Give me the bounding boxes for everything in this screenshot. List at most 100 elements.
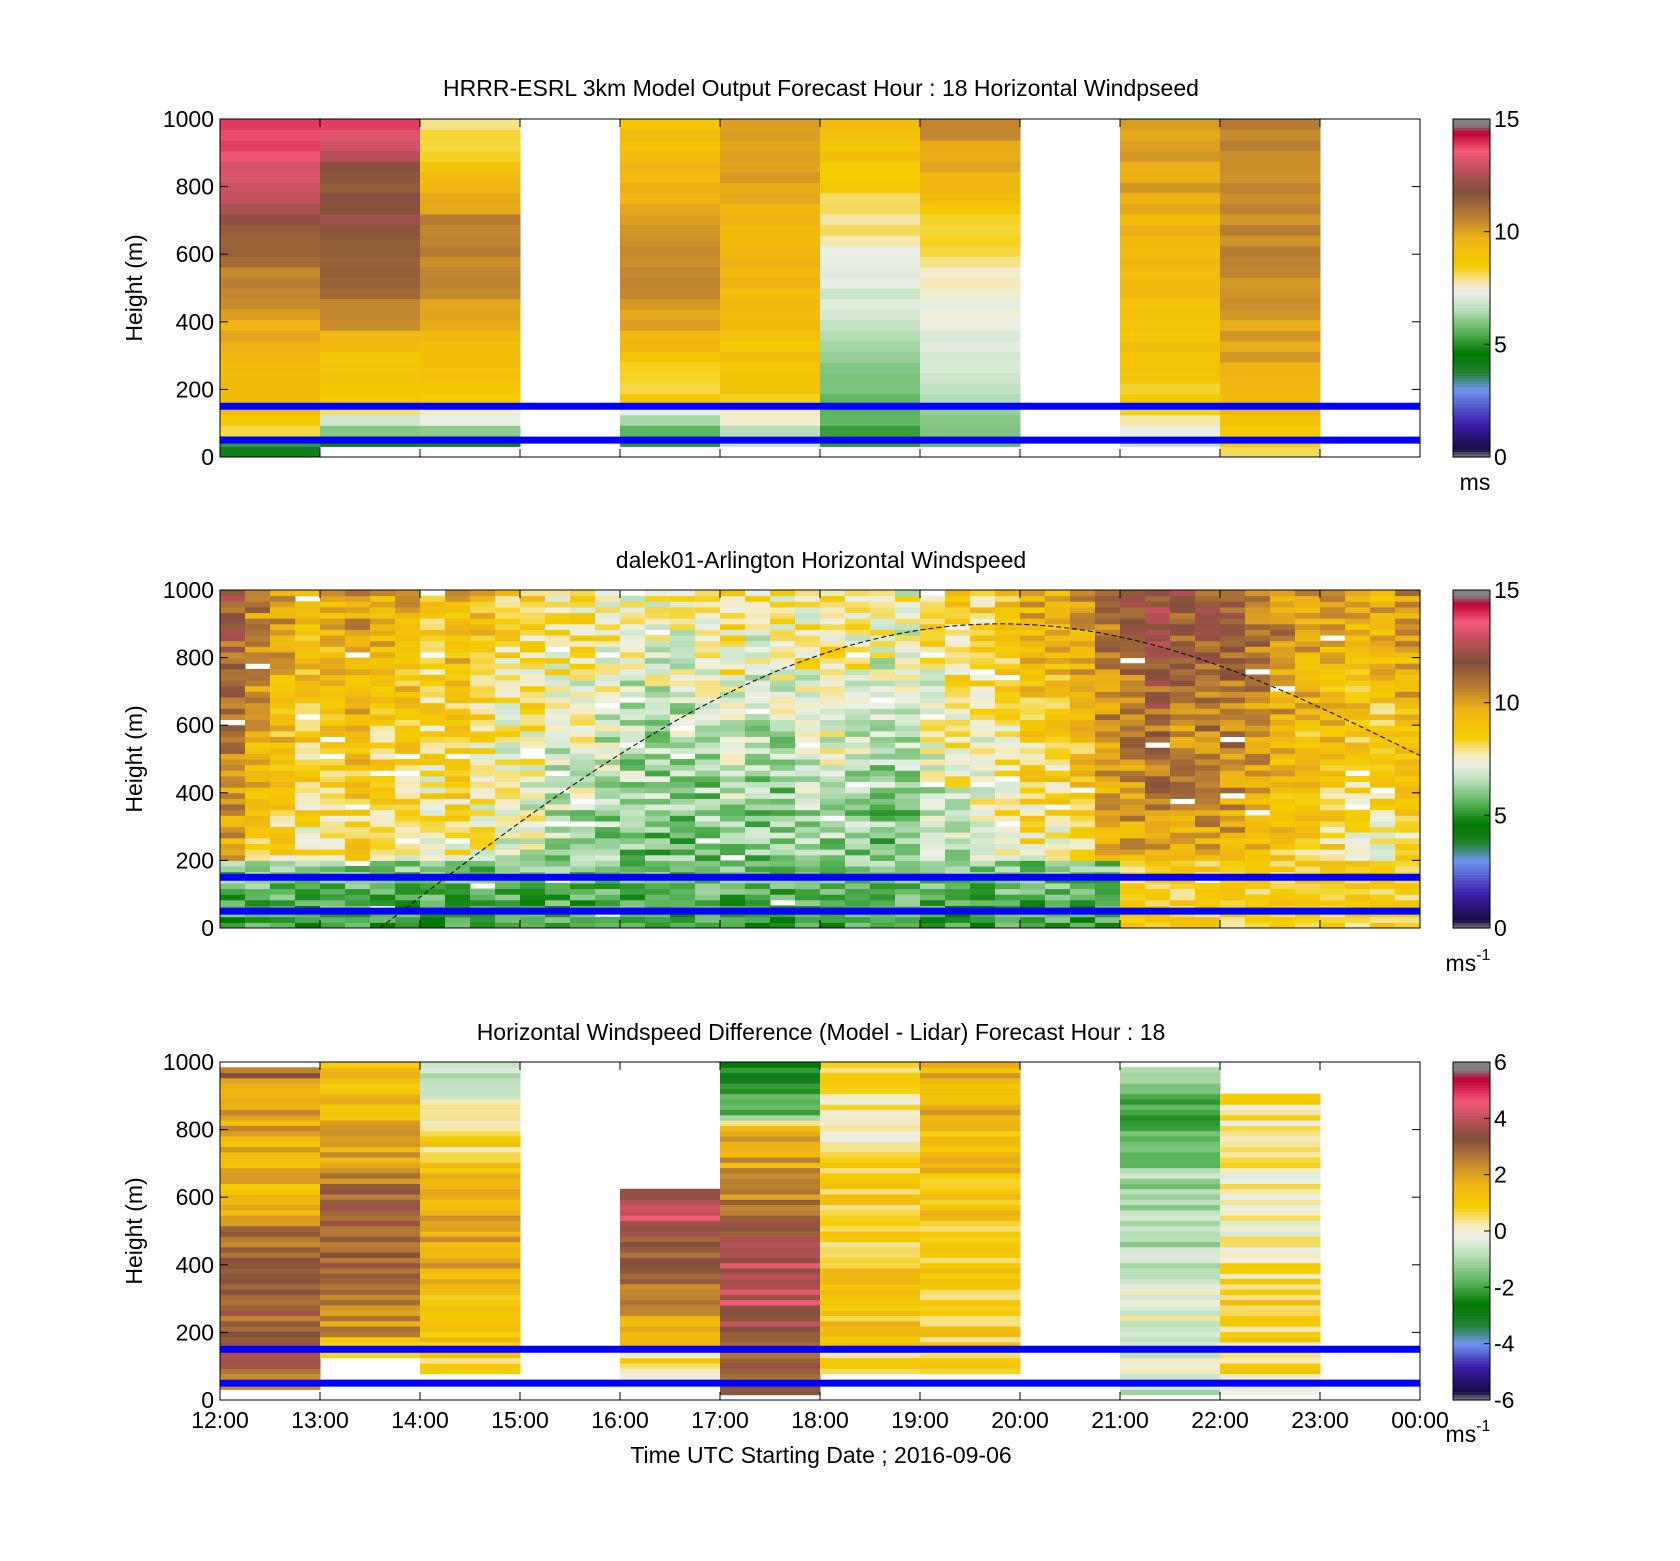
heatmap-cell	[220, 1336, 321, 1343]
heatmap-cell	[370, 775, 396, 783]
heatmap-cell	[720, 713, 746, 721]
heatmap-cell	[1120, 804, 1146, 811]
heatmap-cell	[1320, 888, 1346, 895]
heatmap-cell	[1120, 770, 1146, 777]
heatmap-cell	[445, 916, 471, 923]
heatmap-cell	[570, 854, 596, 861]
heatmap-cell	[1070, 792, 1096, 799]
heatmap-cell	[820, 719, 846, 726]
heatmap-cell	[1345, 697, 1371, 704]
heatmap-cell	[1120, 1246, 1221, 1253]
heatmap-cell	[970, 792, 996, 799]
heatmap-cell	[1070, 888, 1096, 895]
heatmap-cell	[970, 866, 996, 873]
heatmap-cell	[1370, 843, 1396, 850]
colorbar-swatch	[1453, 1250, 1490, 1255]
heatmap-cell	[1195, 922, 1221, 929]
heatmap-cell	[720, 1373, 821, 1380]
heatmap-cell	[220, 1088, 321, 1095]
heatmap-cell	[1220, 1331, 1321, 1338]
heatmap-cell	[495, 826, 521, 833]
heatmap-cell	[995, 680, 1021, 687]
heatmap-cell	[1120, 759, 1146, 766]
heatmap-cell	[820, 1093, 921, 1100]
heatmap-cell	[795, 764, 821, 771]
heatmap-cell	[495, 832, 521, 839]
heatmap-cell	[1120, 854, 1146, 861]
heatmap-cell	[1070, 837, 1096, 844]
heatmap-cell	[245, 854, 271, 861]
colorbar-swatch	[1453, 916, 1490, 921]
heatmap-cell	[320, 820, 346, 828]
heatmap-cell	[720, 843, 746, 850]
heatmap-cell	[720, 742, 746, 749]
heatmap-cell	[1020, 640, 1046, 647]
heatmap-cell	[820, 770, 846, 777]
heatmap-cell	[1120, 161, 1221, 173]
colorbar-frame	[1452, 589, 1491, 929]
heatmap-cell	[1120, 340, 1221, 352]
heatmap-cell	[1195, 623, 1221, 630]
colorbar-swatch	[1453, 925, 1490, 929]
heatmap-cell	[920, 764, 946, 771]
heatmap-cell	[920, 882, 946, 890]
heatmap-cell	[1170, 685, 1196, 692]
heatmap-cell	[1345, 837, 1371, 844]
heatmap-cell	[1220, 1384, 1321, 1390]
heatmap-cell	[645, 708, 671, 715]
heatmap-cell	[695, 809, 721, 816]
heatmap-cell	[1370, 623, 1396, 630]
heatmap-cell	[420, 1220, 521, 1227]
heatmap-cell	[1170, 719, 1196, 726]
heatmap-cell	[820, 606, 846, 614]
heatmap-cell	[1145, 832, 1171, 839]
heatmap-cell	[320, 629, 346, 636]
heatmap-cell	[1070, 770, 1096, 777]
heatmap-cell	[1220, 1304, 1321, 1311]
heatmap-cell	[1370, 612, 1396, 619]
heatmap-cell	[1145, 708, 1171, 715]
heatmap-cell	[1270, 804, 1296, 811]
colorbar-swatch	[1453, 1301, 1490, 1305]
heatmap-cell	[595, 916, 621, 923]
heatmap-cell	[795, 708, 821, 715]
heatmap-cell	[320, 1246, 421, 1253]
heatmap-cell	[1045, 888, 1071, 895]
heatmap-cell	[1145, 792, 1171, 799]
heatmap-cell	[220, 809, 246, 816]
heatmap-cell	[745, 804, 771, 811]
heatmap-cell	[370, 837, 396, 844]
colorbar-swatch	[1453, 620, 1490, 625]
heatmap-cell	[1020, 601, 1046, 608]
heatmap-cell	[970, 843, 996, 850]
colorbar-swatch	[1453, 434, 1490, 438]
heatmap-cell	[1095, 691, 1121, 698]
heatmap-cell	[570, 843, 596, 850]
heatmap-cell	[1270, 668, 1296, 675]
heatmap-cell	[1320, 753, 1346, 760]
heatmap-cell	[645, 792, 671, 799]
heatmap-cell	[570, 601, 596, 608]
heatmap-cell	[1120, 702, 1146, 709]
heatmap-cell	[920, 1130, 1021, 1137]
heatmap-cell	[920, 1283, 1021, 1290]
heatmap-cell	[970, 708, 996, 715]
heatmap-cell	[220, 916, 246, 923]
heatmap-cell	[820, 1215, 921, 1221]
heatmap-cell	[645, 657, 671, 664]
heatmap-cell	[1295, 775, 1321, 783]
heatmap-cell	[220, 815, 246, 822]
heatmap-cell	[1120, 1141, 1221, 1147]
colorbar-swatch	[1453, 877, 1490, 881]
heatmap-cell	[1020, 595, 1046, 602]
heatmap-cell	[245, 730, 271, 737]
heatmap-cell	[645, 820, 671, 828]
colorbar-swatch	[1453, 1160, 1490, 1164]
heatmap-cell	[520, 854, 546, 861]
heatmap-cell	[1220, 826, 1246, 833]
heatmap-cell	[795, 623, 821, 630]
heatmap-cell	[820, 826, 846, 833]
heatmap-cell	[1395, 601, 1421, 608]
heatmap-cell	[1145, 635, 1171, 642]
colorbar-swatch	[1453, 282, 1490, 286]
